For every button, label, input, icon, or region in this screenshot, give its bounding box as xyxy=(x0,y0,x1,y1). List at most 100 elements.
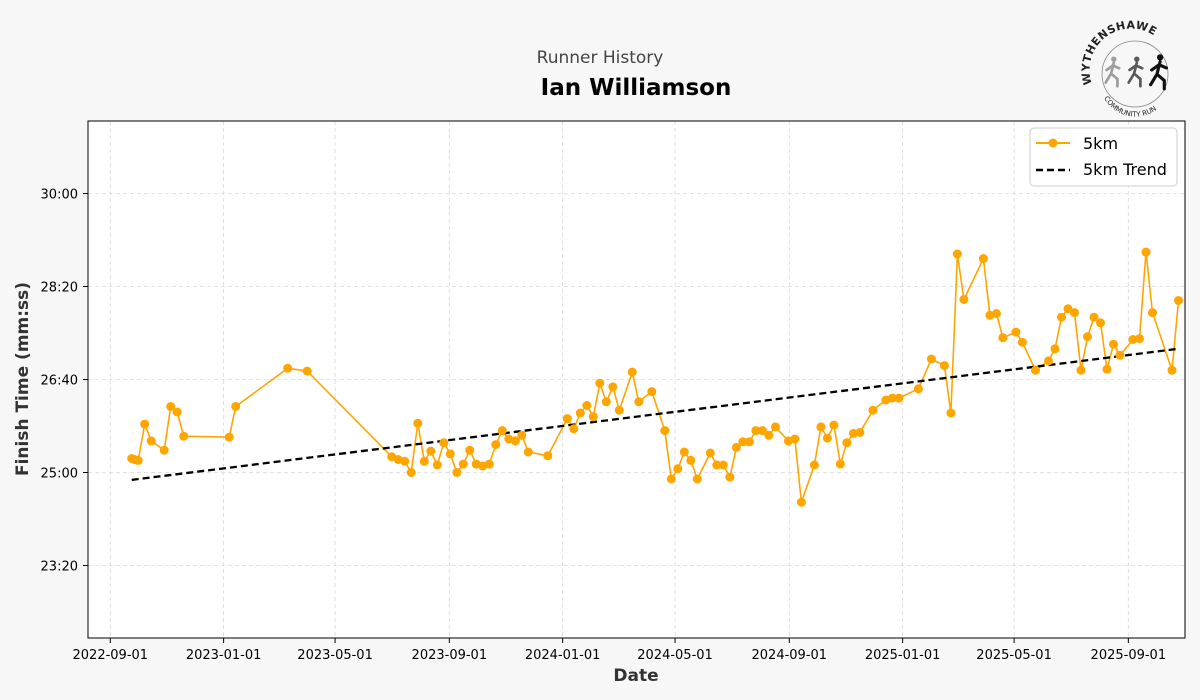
series-5km-point xyxy=(978,254,988,264)
series-5km-point xyxy=(731,442,741,452)
series-5km-point xyxy=(673,464,683,474)
series-5km-point xyxy=(1089,312,1099,322)
logo-runner-head xyxy=(1111,56,1117,62)
series-5km-point xyxy=(712,460,722,470)
series-5km-point xyxy=(1102,364,1112,374)
series-5km-point xyxy=(959,295,969,304)
series-5km-point xyxy=(790,434,800,444)
series-5km-point xyxy=(725,472,735,482)
series-5km-point xyxy=(1063,304,1073,314)
x-tick-label: 2025-09-01 xyxy=(1091,648,1167,663)
series-5km-point xyxy=(1174,296,1183,305)
series-5km-point xyxy=(601,397,611,407)
series-5km-point xyxy=(822,433,832,443)
series-5km-point xyxy=(179,431,189,441)
logo-runner xyxy=(1127,56,1144,88)
series-5km-point xyxy=(660,426,670,436)
series-5km-point xyxy=(419,456,429,466)
series-5km-point xyxy=(634,397,644,407)
series-5km-point xyxy=(1011,327,1021,337)
series-5km-point xyxy=(283,363,293,373)
series-5km-point xyxy=(302,366,312,376)
grid-lines xyxy=(88,121,1185,638)
y-tick-label: 28:20 xyxy=(41,281,78,296)
series-5km-point xyxy=(1115,350,1125,360)
series-5km-point xyxy=(614,405,624,415)
y-tick-label: 26:40 xyxy=(41,374,78,389)
series-5km-point xyxy=(523,447,533,457)
series-5km-point xyxy=(666,474,676,484)
logo-runner-figures xyxy=(1104,54,1168,91)
series-5km-point xyxy=(1141,247,1151,257)
series-5km-point xyxy=(1050,344,1060,354)
series-5km-point xyxy=(894,393,904,403)
series-5km-point xyxy=(491,440,501,450)
y-axis-ticks: 23:20 25:00 26:40 28:20 30:00 xyxy=(41,188,88,574)
series-5km-point xyxy=(452,468,462,477)
x-tick-label: 2023-09-01 xyxy=(412,648,488,663)
x-axis-label: Date xyxy=(613,666,658,686)
series-5km-point xyxy=(939,361,949,371)
series-5km-point xyxy=(543,451,553,461)
series-5km-point xyxy=(413,418,423,428)
series-5km-point xyxy=(627,367,637,377)
series-5km-point xyxy=(946,408,956,418)
y-tick-label: 25:00 xyxy=(41,466,78,481)
series-5km-point xyxy=(224,432,234,442)
series-5km-point xyxy=(692,474,702,484)
series-5km-point xyxy=(764,430,774,440)
series-5km-point xyxy=(1076,365,1086,375)
series-5km-point xyxy=(582,401,592,410)
series-5km-point xyxy=(809,460,819,470)
series-5km-point xyxy=(400,456,410,466)
series-5km-point xyxy=(458,459,468,469)
series-5km-point xyxy=(718,460,728,470)
series-5km-point xyxy=(172,407,182,417)
series-5km-point xyxy=(686,455,696,465)
series-5km-point xyxy=(770,422,780,432)
chart-title: Ian Williamson xyxy=(541,75,732,101)
series-5km-point xyxy=(868,405,878,415)
logo-runner xyxy=(1149,54,1168,91)
series-5km-point xyxy=(595,378,605,388)
series-5km-point xyxy=(842,438,852,448)
x-tick-label: 2025-01-01 xyxy=(865,648,941,663)
logo-runner-head xyxy=(1156,54,1164,61)
y-axis-label: Finish Time (mm:ss) xyxy=(13,282,33,476)
series-5km-point xyxy=(569,424,579,434)
logo-runner-body xyxy=(1104,61,1121,88)
series-5km-point xyxy=(1017,337,1027,347)
series-5km-point xyxy=(465,445,475,455)
series-5km-point xyxy=(1109,339,1118,349)
legend-5km-swatch-marker xyxy=(1048,138,1058,148)
chart-subtitle: Runner History xyxy=(537,48,664,68)
series-5km-point xyxy=(1044,356,1053,366)
series-5km-point xyxy=(497,426,507,436)
x-tick-label: 2024-05-01 xyxy=(637,648,713,663)
series-5km-point xyxy=(757,426,767,436)
series-5km-point xyxy=(575,408,585,418)
y-tick-label: 23:20 xyxy=(41,559,78,574)
logo-runner xyxy=(1104,56,1121,88)
series-5km-point xyxy=(140,419,150,429)
logo-runner-body xyxy=(1127,61,1144,88)
series-5km-point xyxy=(517,430,527,440)
series-5km-point xyxy=(647,387,657,397)
series-5km-point xyxy=(744,437,754,447)
series-5km-point xyxy=(1135,334,1144,344)
y-tick-label: 30:00 xyxy=(41,188,78,203)
legend-5km-label: 5km xyxy=(1083,134,1118,153)
plot-border xyxy=(87,120,1186,639)
series-5km-point xyxy=(608,382,618,392)
x-tick-label: 2023-05-01 xyxy=(297,648,373,663)
series-5km-point xyxy=(816,422,826,432)
series-5km-point xyxy=(445,449,455,459)
series-5km-point xyxy=(133,455,143,465)
series-5km-point xyxy=(484,459,494,469)
series-5km-point xyxy=(406,468,416,477)
series-5km-point xyxy=(146,436,156,446)
logo-runner-head xyxy=(1134,56,1140,62)
x-tick-label: 2024-09-01 xyxy=(752,648,828,663)
series-5km-point xyxy=(738,437,748,447)
